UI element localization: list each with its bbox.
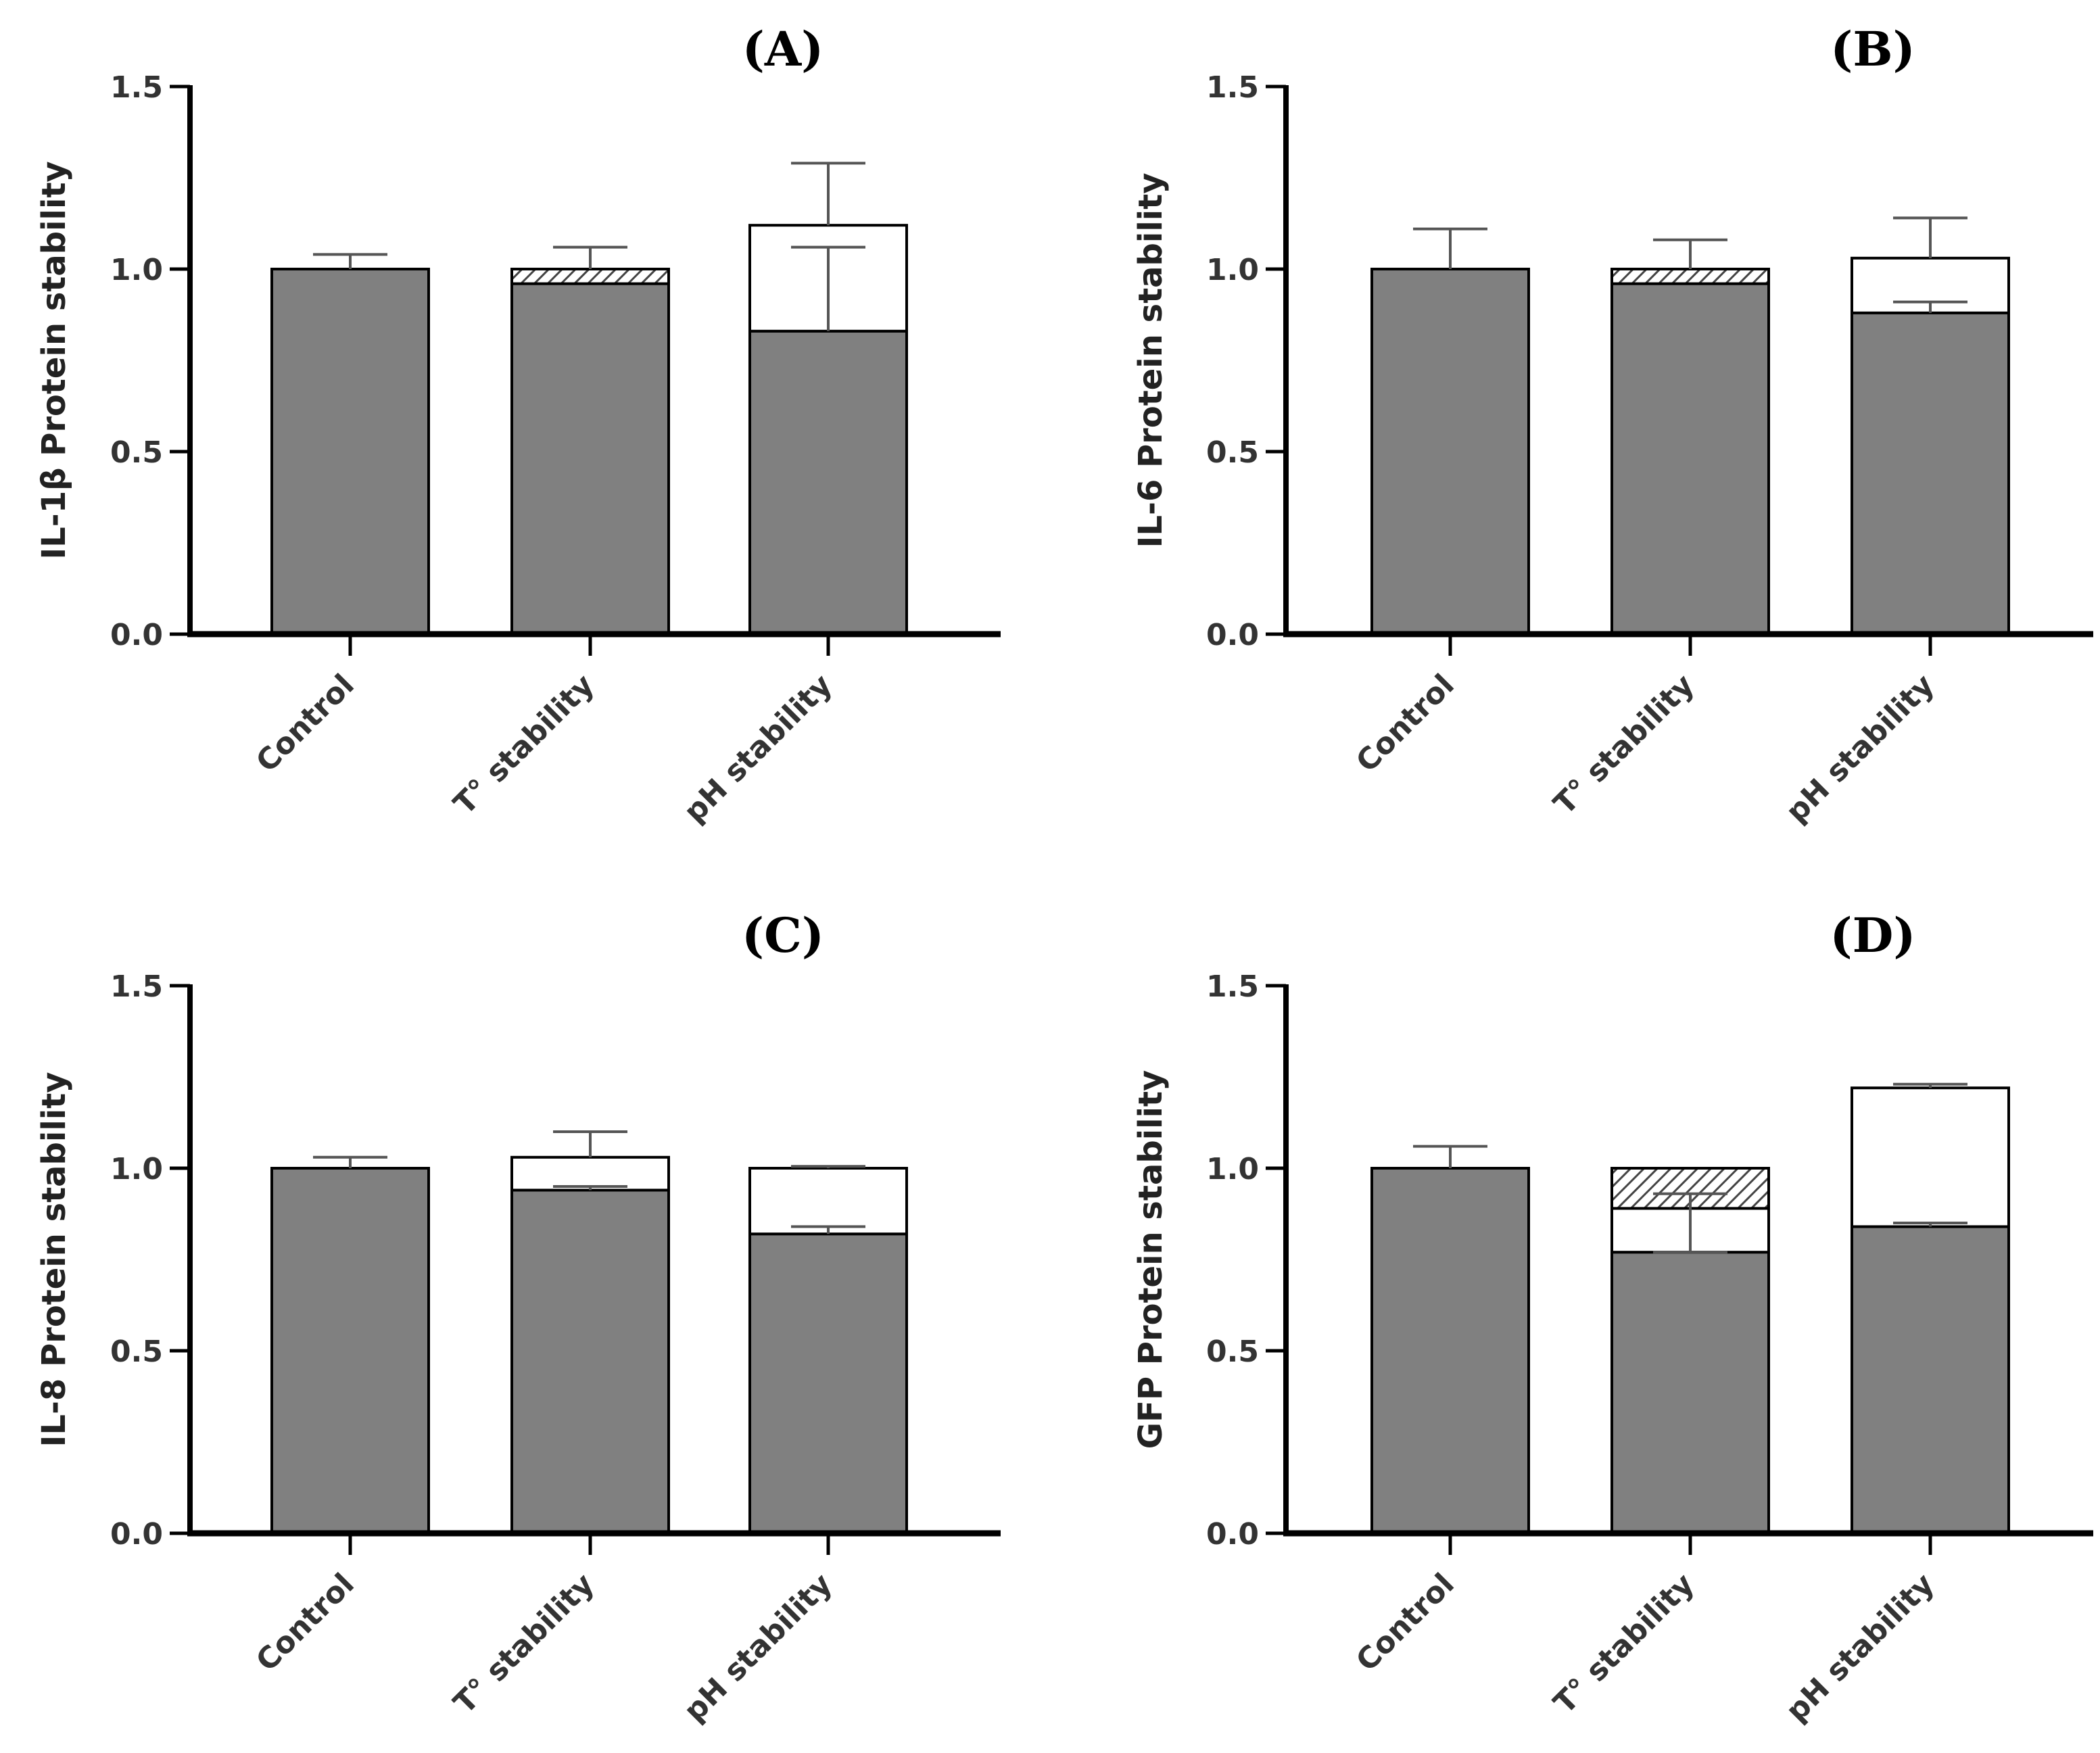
panel-letter: (D) <box>1830 907 1916 963</box>
y-tick-label: 1.0 <box>1206 253 1259 287</box>
bar-segment-gray <box>1851 311 2010 635</box>
chart-panel-2: (B) IL-6 Protein stability Control T° stabi… <box>1132 21 2093 830</box>
bar-group-1 <box>1370 1145 1530 1535</box>
bar-group-2 <box>510 1130 670 1535</box>
category-label: Control <box>249 1567 361 1679</box>
y-tick-label: 0.0 <box>1206 1517 1259 1552</box>
category-label: Control <box>249 668 361 779</box>
bar-segment-gray <box>1370 268 1530 635</box>
bar-group-3 <box>1851 1082 2010 1535</box>
category-label: T° stability <box>447 668 600 821</box>
bar-group-2 <box>510 245 670 636</box>
category-label: pH stability <box>677 668 839 830</box>
bar-segment-gray <box>510 282 670 636</box>
bar-segment-gray <box>510 1188 670 1535</box>
y-tick-label: 0.0 <box>1206 618 1259 652</box>
category-label: T° stability <box>447 1567 600 1721</box>
bar-segment-gray <box>748 1232 908 1535</box>
bar-segment-gray <box>1610 282 1770 636</box>
category-label: Control <box>1350 668 1461 779</box>
chart-panel-4: (D) GFP Protein stability Control T° stabil… <box>1132 907 2093 1729</box>
charts-layer: (A) IL-1β Protein stability Control T° stab… <box>35 21 2093 1729</box>
bar-group-2 <box>1610 1167 1770 1535</box>
bar-segment-gray <box>1370 1167 1530 1535</box>
bar-segment-gray <box>270 1167 430 1535</box>
bar-group-3 <box>1851 216 2010 635</box>
bar-group-3 <box>748 162 908 635</box>
bar-segment-white <box>1851 1086 2010 1228</box>
panel-letter: (B) <box>1830 21 1915 77</box>
bar-segment-gray <box>270 268 430 635</box>
bar-segment-hatched <box>510 268 670 285</box>
y-tick-label: 0.0 <box>110 618 163 652</box>
y-tick-label: 0.5 <box>110 1335 163 1369</box>
y-tick-label: 1.0 <box>110 1152 163 1186</box>
bar-group-2 <box>1610 238 1770 636</box>
y-axis-label: IL-6 Protein stability <box>1132 173 1170 548</box>
y-tick-label: 1.5 <box>1206 969 1259 1004</box>
bar-group-1 <box>1370 227 1530 635</box>
y-tick-label: 1.5 <box>110 969 163 1004</box>
y-tick-label: 0.5 <box>1206 1335 1259 1369</box>
bar-segment-gray <box>748 329 908 635</box>
y-tick-label: 1.0 <box>1206 1152 1259 1186</box>
y-tick-label: 1.5 <box>1206 70 1259 105</box>
y-axis-label: GFP Protein stability <box>1132 1070 1170 1449</box>
y-axis-label: IL-8 Protein stability <box>35 1072 73 1447</box>
y-axis-label: IL-1β Protein stability <box>35 161 73 559</box>
category-label: T° stability <box>1547 668 1700 821</box>
y-tick-label: 0.5 <box>1206 435 1259 470</box>
category-label: pH stability <box>1780 668 1941 830</box>
bar-segment-white <box>748 1167 908 1236</box>
y-tick-label: 0.5 <box>110 435 163 470</box>
bar-group-3 <box>748 1165 908 1535</box>
y-tick-label: 0.0 <box>110 1517 163 1552</box>
panel-letter: (A) <box>742 21 824 77</box>
y-tick-label: 1.5 <box>110 70 163 105</box>
chart-panel-1: (A) IL-1β Protein stability Control T° stab… <box>35 21 1001 830</box>
bar-segment-gray <box>1610 1251 1770 1535</box>
category-label: T° stability <box>1547 1567 1700 1721</box>
chart-panel-3: (C) IL-8 Protein stability Control T° stabi… <box>35 907 1001 1729</box>
category-label: Control <box>1350 1567 1461 1679</box>
y-tick-label: 1.0 <box>110 253 163 287</box>
bar-group-1 <box>270 253 430 635</box>
bar-group-1 <box>270 1155 430 1535</box>
category-label: pH stability <box>1780 1567 1941 1729</box>
bar-segment-hatched <box>1610 268 1770 285</box>
bar-segment-gray <box>1851 1225 2010 1535</box>
category-label: pH stability <box>677 1567 839 1729</box>
panel-letter: (C) <box>742 907 824 963</box>
